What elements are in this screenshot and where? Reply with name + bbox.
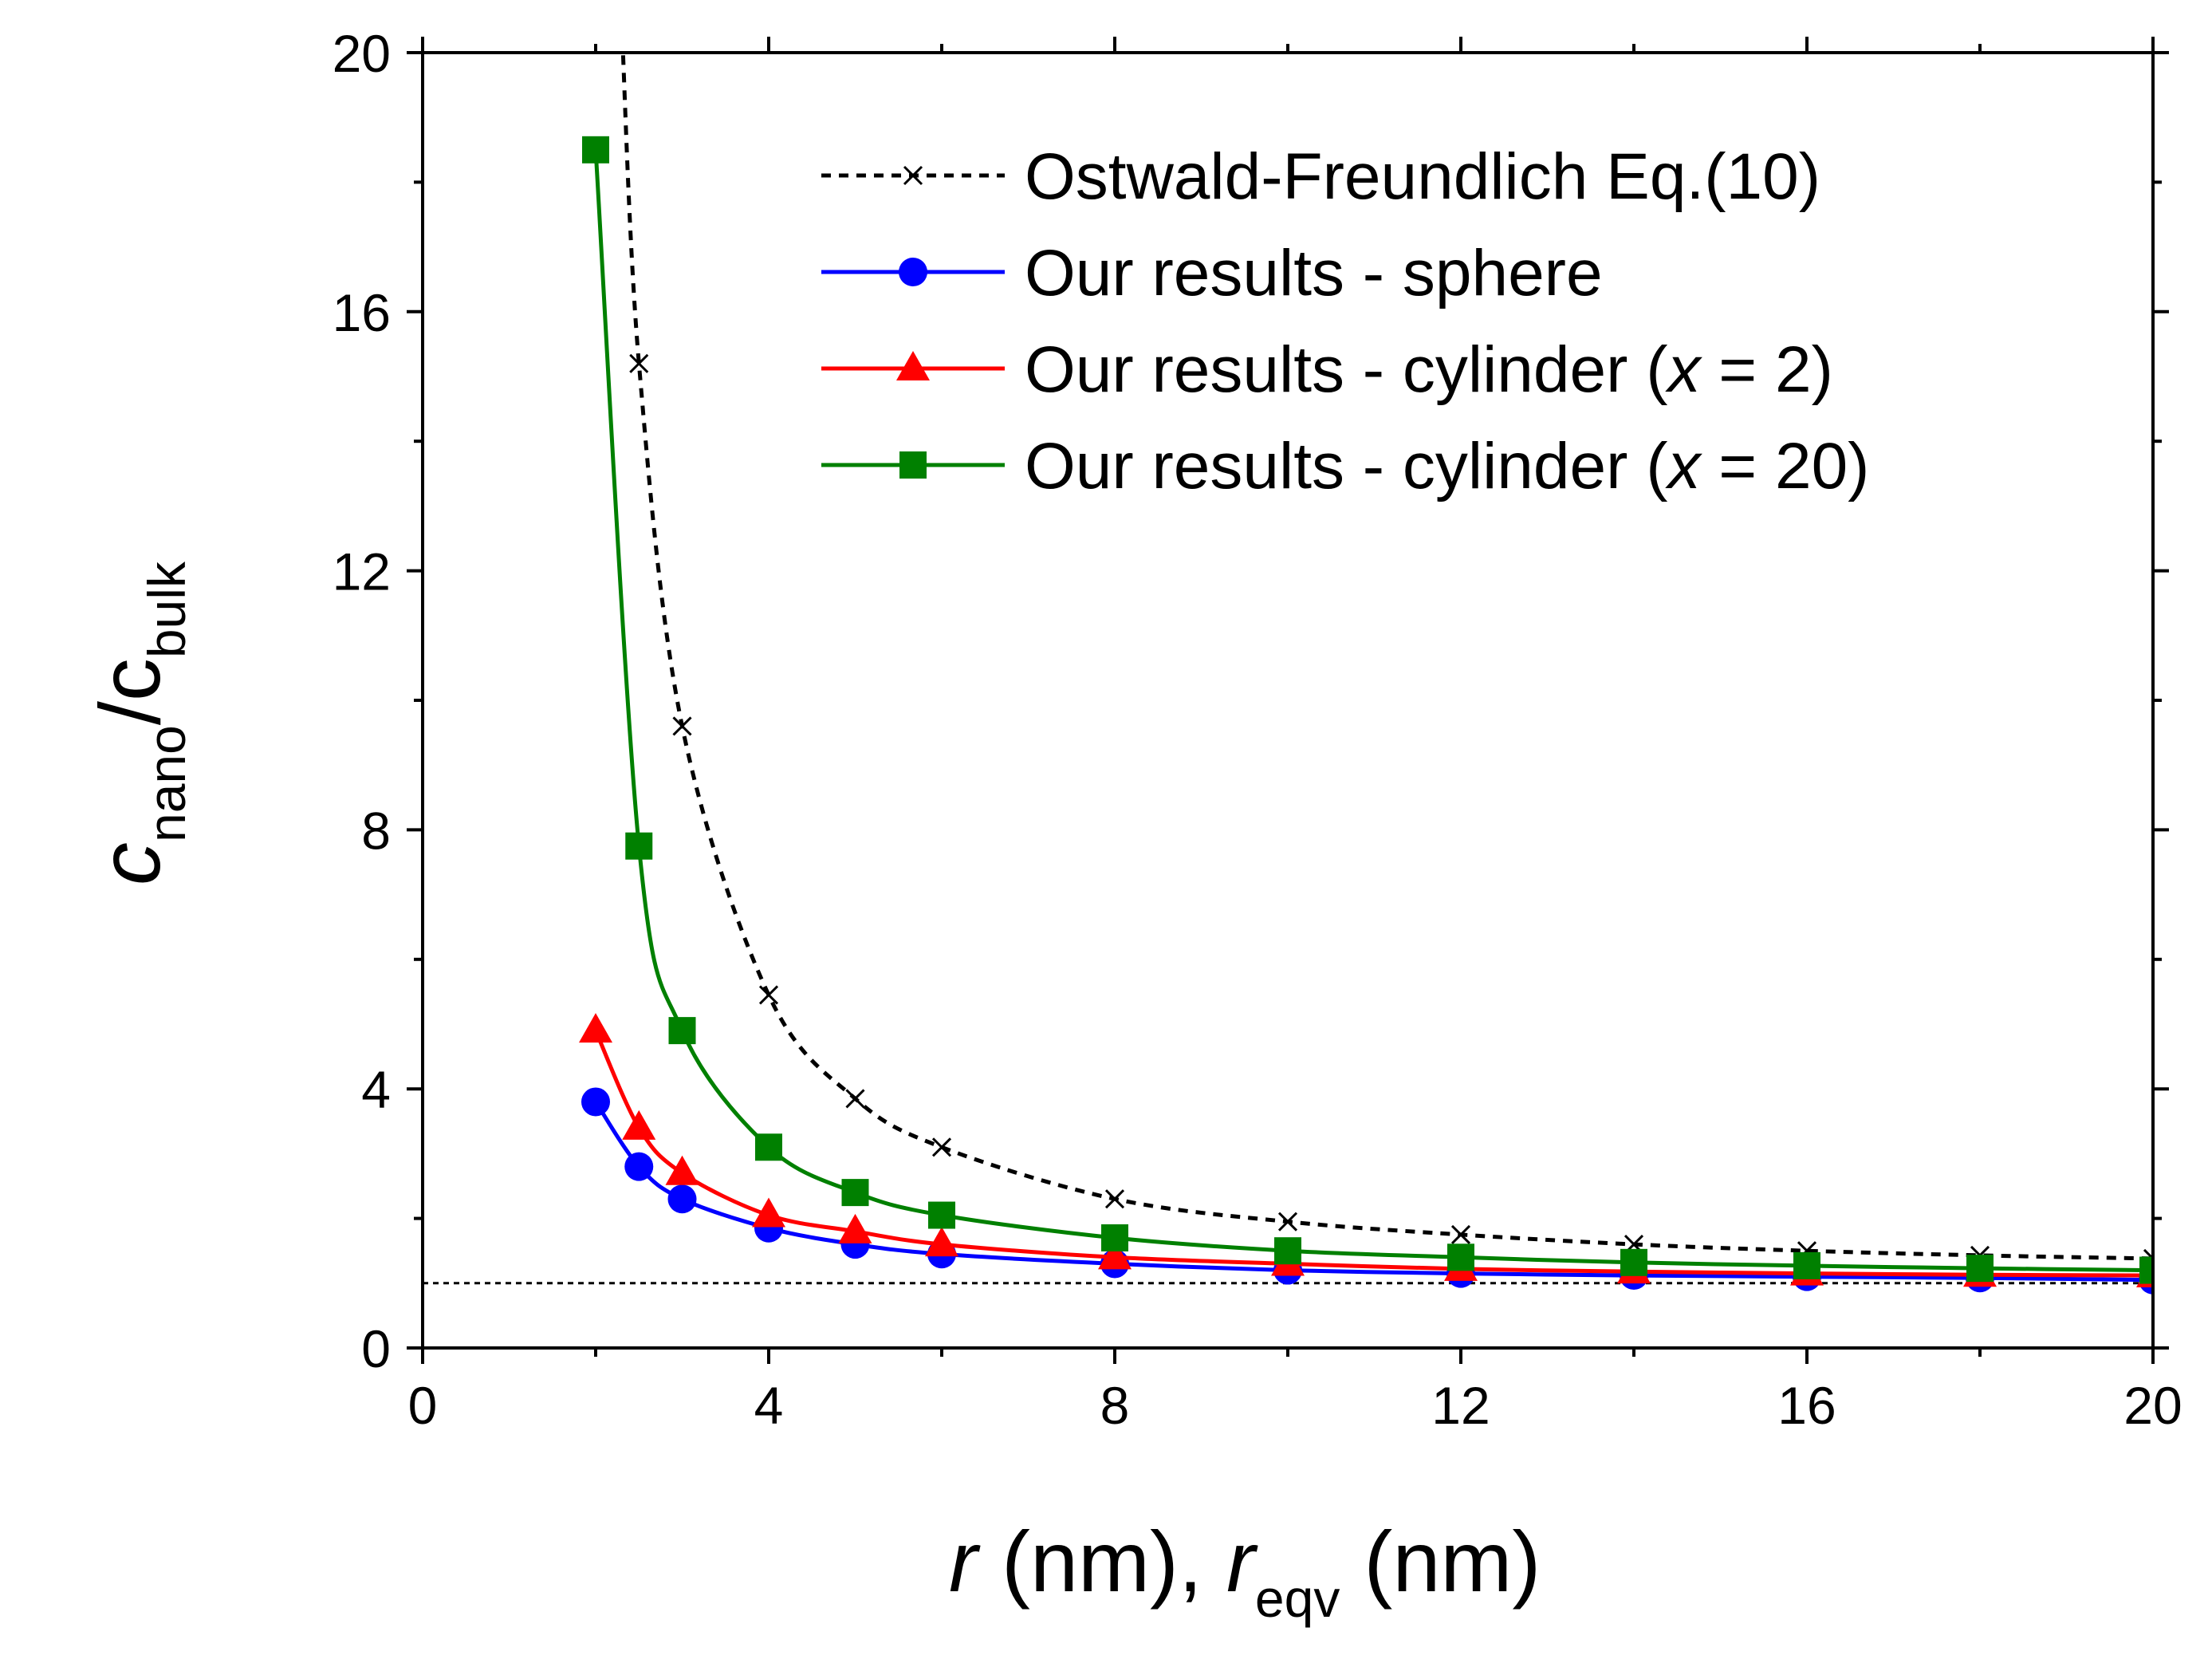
series-1-group	[581, 1087, 2153, 1295]
series-0-point-4	[931, 1137, 952, 1157]
series-0-point-6-b	[1277, 1212, 1298, 1232]
axes-layer: 0 4 8 12 16 20 0 4 8 12 16 20	[333, 24, 2182, 1435]
legend-label-2-suffix: = 2)	[1701, 333, 1833, 406]
legend-label-0-text: Ostwald-Freundlich Eq.(10)	[1025, 140, 1820, 213]
series-layer	[579, 53, 2153, 1295]
series-0-point-6	[1277, 1212, 1298, 1232]
legend-marker-2	[896, 351, 930, 380]
legend-label-2: Our results - cylinder (x = 2)	[1025, 333, 1833, 406]
y-axis-title-sub-bulk: bulk	[137, 561, 196, 658]
legend-label-3-italic: x	[1665, 430, 1703, 502]
legend-label-0: Ostwald-Freundlich Eq.(10)	[1025, 140, 1820, 213]
y-axis-title-sub-nano: nano	[137, 725, 196, 842]
series-0-point-11-a	[2143, 1248, 2153, 1261]
series-2-point-1	[622, 1109, 656, 1140]
legend-item-3: Our results - cylinder (x = 20)	[821, 430, 1869, 502]
series-1-point-1	[624, 1152, 654, 1181]
series-2-point-0	[579, 1013, 612, 1043]
series-0-line	[620, 53, 2153, 1261]
series-1-point-2	[667, 1184, 697, 1214]
series-3-point-5	[928, 1201, 955, 1229]
legend: Ostwald-Freundlich Eq.(10) Our results - …	[821, 140, 1869, 502]
x-axis-title: r (nm), reqv (nm)	[949, 1513, 1541, 1628]
legend-label-3-text: Our results - cylinder (	[1025, 430, 1668, 502]
series-2-point-6	[1098, 1239, 1132, 1270]
series-3-point-9	[1620, 1248, 1647, 1276]
y-tick-label-0: 0	[361, 1319, 391, 1378]
series-0-point-5	[1104, 1189, 1125, 1209]
series-3-line	[593, 149, 2153, 1273]
series-0-point-7-b	[1450, 1224, 1471, 1244]
x-tick-label-2: 8	[1100, 1376, 1130, 1435]
legend-label-1-text: Our results - sphere	[1025, 237, 1603, 309]
series-2-point-5	[925, 1227, 958, 1257]
x-tick-label-0: 0	[408, 1376, 438, 1435]
series-3-point-8	[1447, 1243, 1474, 1271]
series-1-line	[593, 1101, 2153, 1283]
series-2-point-4	[838, 1213, 872, 1243]
x-tick-label-3: 12	[1431, 1376, 1490, 1435]
series-0-point-3	[845, 1089, 865, 1109]
series-3-group	[582, 136, 2153, 1284]
series-3-point-6	[1101, 1224, 1128, 1251]
x-tick-label-4: 16	[1777, 1376, 1836, 1435]
series-0-point-2-b	[758, 985, 779, 1005]
x-axis-title-r2: r	[1226, 1513, 1258, 1610]
series-0-point-1	[672, 716, 692, 736]
series-3-point-10	[1793, 1251, 1820, 1279]
legend-item-2: Our results - cylinder (x = 2)	[821, 333, 1833, 406]
series-0-point-5-b	[1104, 1189, 1125, 1209]
legend-label-1: Our results - sphere	[1025, 237, 1603, 309]
series-3-point-1	[625, 832, 653, 860]
legend-label-3: Our results - cylinder (x = 20)	[1025, 430, 1869, 502]
x-tick-label-5: 20	[2123, 1376, 2182, 1435]
series-3-point-2	[668, 1017, 696, 1045]
y-tick-label-3: 12	[333, 542, 391, 601]
series-3-point-7	[1274, 1237, 1301, 1265]
y-tick-label-2: 8	[361, 801, 391, 860]
y-axis-title-slash: /c	[81, 658, 178, 725]
x-axis-title-sub: eqv	[1255, 1569, 1340, 1628]
axis-titles: r (nm), reqv (nm) cnano/cbulk	[81, 561, 1541, 1628]
series-0-point-1-b	[672, 716, 692, 736]
x-axis-title-tail: (nm)	[1340, 1513, 1541, 1610]
series-0-point-0-b	[629, 353, 649, 373]
series-2-point-2	[665, 1155, 699, 1185]
y-tick-label-4: 16	[333, 283, 391, 342]
legend-marker-0	[903, 165, 923, 186]
series-2-point-3	[752, 1197, 785, 1228]
series-3-point-0	[582, 136, 609, 164]
series-3-point-4	[841, 1179, 869, 1207]
series-2-group	[579, 1013, 2153, 1288]
legend-item-1: Our results - sphere	[821, 237, 1603, 309]
legend-label-2-text: Our results - cylinder (	[1025, 333, 1668, 406]
series-0-point-2	[758, 985, 779, 1005]
series-3-point-3	[755, 1133, 782, 1161]
legend-marker-1	[899, 258, 927, 286]
x-tick-label-1: 4	[754, 1376, 784, 1435]
series-0-point-3-b	[845, 1089, 865, 1109]
series-0-point-4-b	[931, 1137, 952, 1157]
y-axis-title-c: c	[81, 842, 178, 885]
y-tick-label-1: 4	[361, 1060, 391, 1119]
series-2-line	[593, 1030, 2153, 1278]
legend-label-3-suffix: = 20)	[1701, 430, 1870, 502]
series-3-point-11	[1966, 1255, 1994, 1283]
y-axis-title: cnano/cbulk	[81, 561, 196, 885]
legend-marker-3	[899, 451, 927, 479]
legend-item-0: Ostwald-Freundlich Eq.(10)	[821, 140, 1820, 213]
series-0-point-0	[629, 353, 649, 373]
legend-marker-0-b	[903, 165, 923, 186]
x-axis-title-r: r	[949, 1513, 981, 1610]
x-axis-title-middle: (nm),	[978, 1513, 1226, 1610]
series-3-point-12	[2139, 1256, 2153, 1284]
y-tick-label-5: 20	[333, 24, 391, 83]
legend-label-2-italic: x	[1665, 333, 1703, 406]
series-0-point-7	[1450, 1224, 1471, 1244]
series-1-point-0	[581, 1087, 610, 1117]
